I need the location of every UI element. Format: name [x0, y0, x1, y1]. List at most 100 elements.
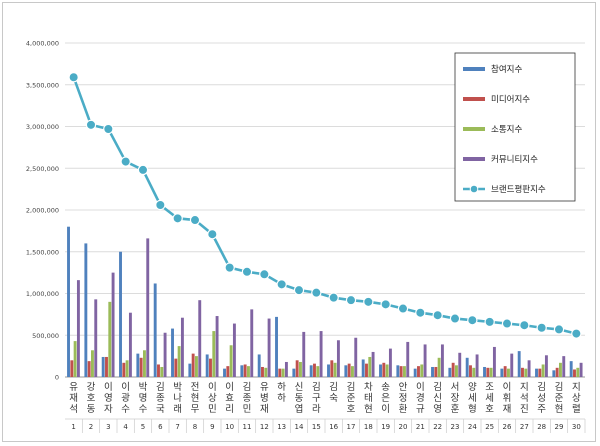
x-rank-number: 26 — [503, 423, 512, 431]
bar-3 — [437, 357, 441, 377]
brand-index-point — [155, 199, 166, 211]
brand-index-point — [501, 318, 513, 329]
chart-frame: 0 500,000 1,000,000 1,500,000 2,000,000 2,500… — [2, 2, 596, 442]
bar-1 — [101, 356, 105, 377]
bar-2 — [451, 362, 455, 377]
y-tick-label: 3,000,000 — [26, 123, 59, 131]
brand-index-point — [328, 292, 339, 303]
brand-index-point — [189, 214, 201, 226]
brand-index-point — [172, 213, 183, 224]
bar-2 — [139, 357, 143, 377]
bar-3 — [264, 367, 268, 377]
brand-index-point — [345, 294, 357, 306]
bar-3 — [247, 366, 250, 377]
bar-3 — [524, 368, 528, 377]
bar-1 — [535, 368, 538, 377]
bar-3 — [368, 356, 372, 377]
brand-index-point — [276, 279, 287, 290]
bar-2 — [122, 362, 126, 377]
bar-4 — [440, 344, 444, 377]
x-rank-number: 24 — [468, 423, 477, 431]
y-tick-label: 3,500,000 — [26, 81, 59, 89]
bar-3 — [576, 367, 580, 377]
x-rank-number: 29 — [555, 423, 564, 431]
bar-1 — [431, 366, 434, 377]
bar-4 — [510, 353, 514, 377]
x-rank-number: 25 — [485, 423, 494, 431]
bar-4 — [111, 272, 115, 377]
x-rank-number: 23 — [451, 423, 460, 431]
x-rank-number: 4 — [123, 423, 128, 431]
bar-1 — [67, 226, 70, 377]
bar-2 — [157, 364, 160, 377]
brand-index-point — [259, 269, 270, 280]
legend-label: 미디어지수 — [491, 94, 530, 105]
bar-1 — [136, 353, 140, 377]
bar-1 — [292, 368, 296, 377]
bar-4 — [354, 337, 358, 377]
brand-index-point — [207, 229, 218, 240]
bar-1 — [483, 366, 486, 377]
x-rank-number: 13 — [277, 423, 286, 431]
bar-1 — [552, 370, 556, 377]
bar-2 — [105, 356, 108, 377]
bar-2 — [278, 368, 282, 377]
y-tick-label: 4,000,000 — [26, 40, 59, 48]
bar-1 — [327, 364, 330, 377]
x-rank-number: 12 — [260, 423, 269, 431]
bar-1 — [119, 251, 122, 377]
bar-1 — [361, 359, 365, 377]
bar-2 — [434, 366, 438, 377]
bar-1 — [223, 368, 226, 377]
bar-1 — [205, 354, 209, 377]
bar-2 — [295, 360, 299, 377]
bar-1 — [171, 328, 174, 377]
legend-label: 소통지수 — [491, 125, 522, 135]
bar-3 — [229, 345, 233, 377]
x-rank-number: 30 — [572, 423, 581, 431]
brand-index-point — [224, 262, 235, 273]
y-tick-label: 1,500,000 — [26, 248, 59, 256]
x-rank-number: 3 — [106, 423, 110, 431]
x-rank-number: 1 — [71, 423, 75, 431]
bar-1 — [448, 367, 452, 377]
bar-2 — [226, 366, 230, 377]
brand-index-point — [571, 328, 582, 339]
bar-4 — [94, 299, 98, 377]
bar-2 — [469, 365, 472, 377]
bar-2 — [191, 353, 195, 377]
bar-3 — [143, 350, 146, 377]
bar-3 — [541, 364, 545, 377]
bar-1 — [84, 243, 88, 377]
brand-index-point — [68, 72, 79, 83]
bar-2 — [313, 363, 316, 377]
bar-1 — [153, 283, 157, 377]
bar-3 — [91, 350, 94, 377]
bar-3 — [455, 365, 458, 377]
y-tick-label: 2,500,000 — [26, 165, 59, 173]
y-axis: 0 500,000 1,000,000 1,500,000 2,000,000 2,500… — [26, 40, 59, 382]
bar-3 — [177, 346, 181, 377]
bar-1 — [517, 351, 521, 377]
bar-1 — [344, 365, 348, 377]
x-rank-number: 27 — [520, 423, 529, 431]
y-tick-label: 2,000,000 — [26, 207, 59, 215]
bar-2 — [347, 363, 351, 377]
legend-swatch — [463, 127, 485, 131]
brand-index-point — [432, 310, 443, 321]
brand-index-point — [519, 320, 530, 331]
bar-4 — [128, 312, 132, 377]
bar-3 — [472, 367, 476, 377]
